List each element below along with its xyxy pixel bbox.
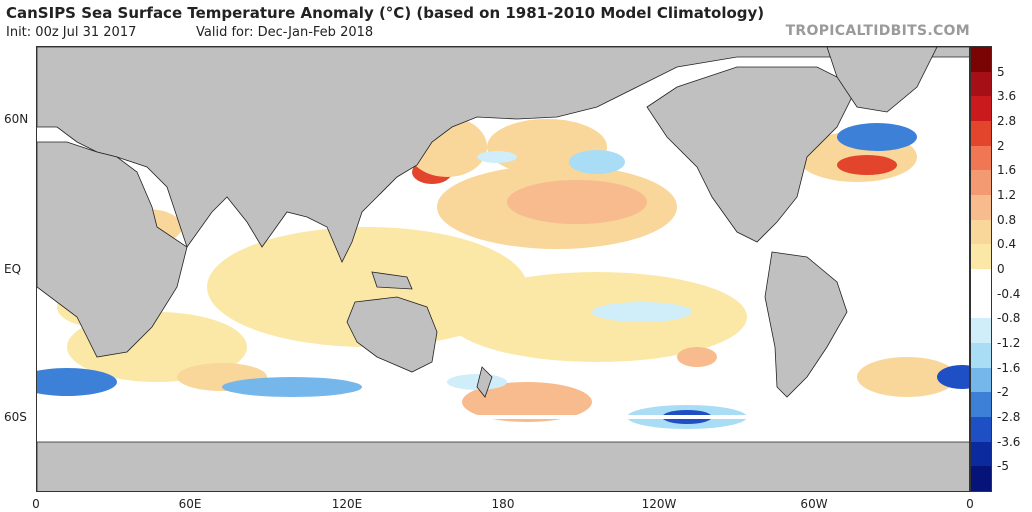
lon-label-180: 180	[491, 497, 515, 511]
landmass-greenland	[826, 47, 938, 113]
lon-label-120e: 120E	[331, 497, 363, 511]
map-title: CanSIPS Sea Surface Temperature Anomaly …	[6, 4, 765, 22]
colorbar-segment	[971, 96, 991, 122]
colorbar-segment	[971, 170, 991, 196]
colorbar-segment	[971, 392, 991, 418]
landmass-north-america	[646, 66, 858, 243]
lat-label-60n: 60N	[4, 112, 29, 126]
colorbar-tick-label: 1.2	[997, 188, 1017, 202]
lon-label-60w: 60W	[800, 497, 828, 511]
colorbar-segment	[971, 244, 991, 270]
colorbar-segment	[971, 343, 991, 369]
lat-label-60s: 60S	[4, 410, 27, 424]
colorbar-tick-label: 3.6	[997, 89, 1017, 104]
colorbar-segment	[971, 367, 991, 393]
colorbar-tick-label: 2.8	[997, 114, 1017, 128]
valid-period: Valid for: Dec-Jan-Feb 2018	[196, 25, 374, 40]
colorbar-segment	[971, 219, 991, 245]
lon-label-60e: 60E	[178, 497, 202, 511]
colorbar-tick-label: -0.8	[997, 311, 1021, 326]
colorbar-tick-label: -2	[997, 385, 1009, 400]
colorbar-segment	[971, 466, 991, 492]
colorbar-tick-label: 0.8	[997, 212, 1017, 227]
landmass-new-zealand	[476, 366, 493, 398]
init-time: Init: 00z Jul 31 2017	[6, 25, 137, 40]
colorbar	[970, 46, 992, 492]
colorbar-tick-label: -5	[997, 459, 1009, 474]
landmass-antarctica	[37, 441, 969, 491]
colorbar-segment	[971, 293, 991, 319]
colorbar-segment	[971, 269, 991, 295]
colorbar-tick-label: -1.2	[997, 336, 1021, 350]
lon-label-120w: 120W	[641, 497, 677, 511]
colorbar-tick-label: -2.8	[997, 410, 1021, 424]
landmasses	[37, 47, 969, 491]
colorbar-segment	[971, 145, 991, 171]
colorbar-tick-label: 1.6	[997, 163, 1017, 178]
landmass-australia	[346, 296, 438, 373]
lon-label-0-right: 0	[966, 497, 974, 511]
colorbar-segment	[971, 71, 991, 97]
sst-anomaly-map	[36, 46, 970, 492]
colorbar-tick-label: 5	[997, 64, 1005, 79]
colorbar-tick-label: -3.6	[997, 434, 1021, 449]
brand-watermark: TROPICALTIDBITS.COM	[785, 23, 970, 39]
colorbar-segment	[971, 318, 991, 344]
colorbar-segment	[971, 195, 991, 221]
colorbar-tick-label: 2	[997, 138, 1005, 153]
colorbar-segment	[971, 121, 991, 147]
colorbar-segment	[971, 441, 991, 467]
colorbar-tick-label: -0.4	[997, 286, 1021, 301]
landmass-eurasia	[37, 47, 969, 263]
colorbar-segment	[971, 47, 991, 73]
colorbar-segment	[971, 417, 991, 443]
landmass-south-america	[764, 251, 848, 398]
colorbar-tick-label: -1.6	[997, 360, 1021, 375]
lat-label-eq: EQ	[4, 262, 22, 276]
lon-label-0-left: 0	[32, 497, 40, 511]
colorbar-tick-label: 0	[997, 262, 1005, 276]
landmass-new-guinea	[371, 271, 413, 290]
colorbar-tick-label: 0.4	[997, 237, 1017, 252]
landmass-africa	[37, 141, 188, 358]
